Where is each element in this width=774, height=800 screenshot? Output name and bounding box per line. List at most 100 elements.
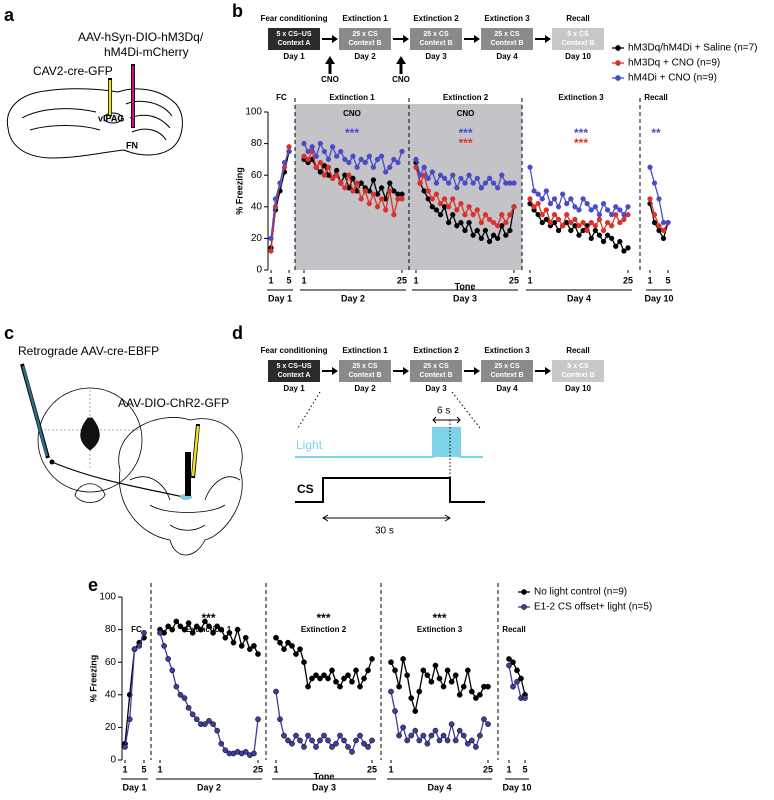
data-point [293, 651, 299, 657]
data-point [621, 248, 627, 254]
data-point [350, 175, 356, 182]
data-point [329, 667, 335, 674]
data-point [369, 656, 375, 662]
data-point [452, 672, 459, 679]
day-label: Day 3 [453, 293, 477, 303]
data-point [317, 159, 323, 166]
data-point [660, 227, 667, 234]
data-point [189, 711, 196, 718]
data-point [374, 204, 381, 210]
data-point [543, 207, 549, 213]
data-point [665, 219, 671, 226]
stage-box [481, 28, 533, 50]
data-point [362, 188, 368, 194]
significance: *** [458, 136, 472, 150]
legend-marker [521, 589, 527, 595]
data-point [482, 227, 489, 234]
data-point [185, 620, 192, 626]
y-tick-label: 20 [251, 233, 263, 244]
data-point [317, 737, 323, 744]
data-point [305, 683, 311, 690]
panel-label: e [88, 575, 98, 595]
stage-box [410, 360, 462, 382]
data-point [420, 667, 427, 674]
data-point [206, 623, 212, 630]
day-label: Day 10 [502, 782, 531, 792]
data-point [353, 737, 359, 744]
data-point [543, 188, 549, 194]
data-point [444, 737, 451, 744]
x-tick-label: 25 [253, 764, 263, 774]
data-point [210, 721, 216, 727]
data-point [499, 172, 505, 178]
data-point [173, 683, 180, 690]
data-point [345, 672, 351, 679]
data-point [345, 744, 351, 750]
data-point [161, 643, 167, 649]
data-point [478, 185, 484, 191]
x-tick-label: 5 [522, 764, 527, 774]
data-point [617, 219, 623, 226]
stage-box [339, 28, 391, 50]
data-point [490, 219, 497, 226]
panel-label: a [4, 5, 15, 25]
panel-label: b [232, 1, 243, 21]
data-point [600, 200, 607, 207]
legend-label: E1-2 CS offset+ light (n=5) [534, 602, 652, 613]
stage-header: Extinction 2 [413, 346, 459, 355]
data-point [592, 227, 598, 234]
injection-site [49, 459, 55, 465]
drug-arrowhead [325, 56, 335, 64]
data-point [458, 219, 464, 226]
data-point [333, 678, 339, 685]
data-point [647, 164, 653, 170]
x-axis-label: Tone [455, 281, 476, 291]
data-point [334, 153, 340, 159]
y-tick-label: 60 [251, 170, 263, 181]
legend-marker [521, 604, 527, 610]
data-point [391, 212, 397, 218]
stage-box [268, 360, 320, 382]
data-point [273, 634, 279, 641]
data-point [214, 727, 221, 734]
data-point [378, 153, 385, 159]
x-tick-label: 1 [157, 764, 162, 774]
x-tick-label: 1 [647, 275, 652, 285]
series-line [159, 632, 259, 756]
data-point [490, 180, 497, 186]
data-point [613, 204, 619, 210]
y-tick-label: 80 [251, 138, 263, 149]
data-point [378, 196, 385, 202]
data-point [656, 196, 662, 202]
data-point [510, 659, 516, 666]
data-point [358, 156, 364, 163]
stage-header: Recall [566, 14, 590, 23]
data-point [621, 212, 627, 218]
data-point [173, 618, 180, 625]
data-point [440, 732, 447, 739]
data-point [395, 159, 401, 166]
data-point [448, 678, 455, 685]
data-point [433, 180, 440, 186]
y-tick-label: 100 [245, 107, 262, 118]
data-point [387, 188, 393, 194]
x-axis-label: Tone [314, 771, 335, 781]
data-point [417, 172, 423, 178]
drug-arrowhead [396, 56, 406, 64]
data-point [656, 227, 662, 234]
data-point [309, 675, 315, 682]
x-tick-label: 1 [413, 275, 418, 285]
legend-label: No light control (n=9) [534, 587, 627, 598]
day-label: Day 2 [197, 782, 221, 792]
data-point [647, 196, 653, 202]
data-point [131, 646, 138, 653]
stage-text: 25 x CS [352, 31, 378, 38]
data-point [535, 200, 541, 207]
data-point [621, 216, 627, 223]
data-point [321, 172, 328, 178]
data-point [126, 716, 133, 723]
stage-header: Recall [566, 346, 590, 355]
day-label: Day 2 [341, 293, 365, 303]
stage-day: Day 4 [496, 384, 518, 393]
data-point [136, 643, 143, 649]
